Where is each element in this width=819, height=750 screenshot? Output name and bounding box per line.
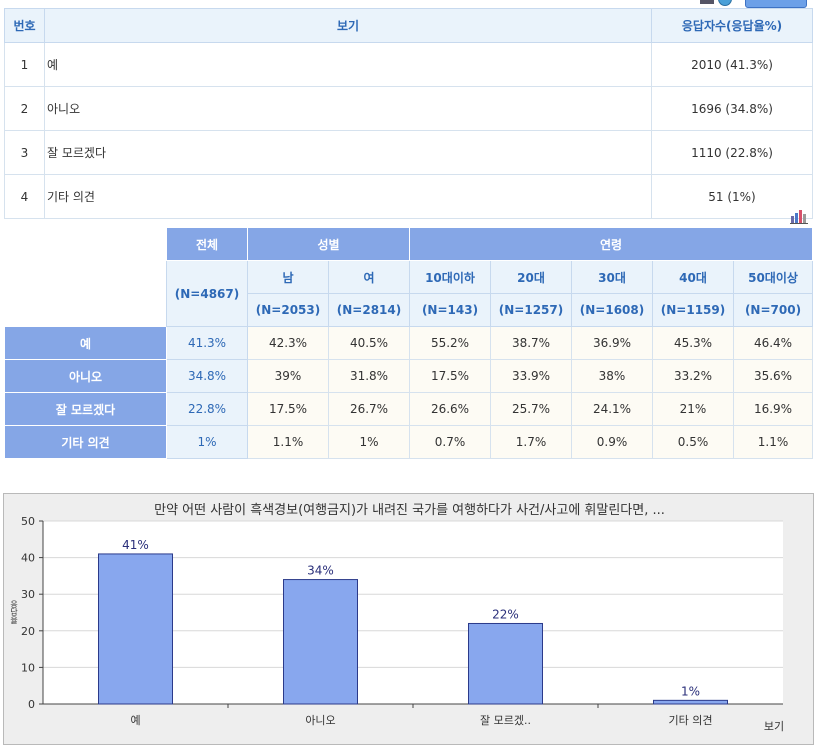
table-row: 2 아니오 1696 (34.8%) bbox=[4, 86, 813, 131]
row-value: 17.5% bbox=[247, 392, 329, 426]
bar bbox=[283, 579, 358, 705]
table-row: 아니오 34.8% 39% 31.8% 17.5% 33.9% 38% 33.2… bbox=[4, 359, 814, 393]
row-value: 39% bbox=[247, 359, 329, 393]
row-value: 1% bbox=[328, 425, 410, 459]
row-value: 42.3% bbox=[247, 326, 329, 360]
x-axis-label: 보기 bbox=[764, 720, 784, 733]
header-respondents: 응답자수(응답율%) bbox=[651, 8, 813, 43]
chart-title: 만약 어떤 사람이 흑색경보(여행금지)가 내려진 국가를 여행하다가 사건/사… bbox=[154, 503, 665, 518]
row-option: 예 bbox=[44, 42, 652, 87]
cross-subheader-row: (N=4867) 남 여 10대이하 20대 30대 40대 50대이상 bbox=[5, 260, 814, 327]
row-label: 기타 의견 bbox=[4, 425, 167, 459]
answer-table-header: 번호 보기 응답자수(응답율%) bbox=[4, 8, 813, 43]
bar bbox=[98, 553, 173, 705]
subheader-n: (N=1159) bbox=[652, 293, 734, 327]
row-value: 1.1% bbox=[247, 425, 329, 459]
subheader-label: 20대 bbox=[490, 260, 572, 294]
subheader-n: (N=1257) bbox=[490, 293, 572, 327]
row-label: 예 bbox=[4, 326, 167, 360]
subheader-label: 30대 bbox=[571, 260, 653, 294]
row-value: 24.1% bbox=[571, 392, 653, 426]
bar-chart-icon[interactable] bbox=[790, 208, 808, 224]
row-option: 기타 의견 bbox=[44, 174, 652, 219]
row-total: 22.8% bbox=[166, 392, 248, 426]
x-tick-label: 기타 의견 bbox=[669, 714, 713, 727]
x-tick-label: 잘 모르겠.. bbox=[480, 714, 531, 727]
row-value: 45.3% bbox=[652, 326, 734, 360]
row-value: 0.5% bbox=[652, 425, 734, 459]
header-option: 보기 bbox=[44, 8, 652, 43]
y-tick-label: 30 bbox=[21, 588, 35, 601]
subheader-n: (N=700) bbox=[732, 293, 814, 327]
row-value: 1.1% bbox=[732, 425, 814, 459]
bar-data-label: 22% bbox=[492, 607, 519, 621]
bar bbox=[468, 622, 543, 705]
row-total: 34.8% bbox=[166, 359, 248, 393]
header-total-n: (N=4867) bbox=[166, 260, 248, 327]
row-value: 0.9% bbox=[571, 425, 653, 459]
table-row: 잘 모르겠다 22.8% 17.5% 26.7% 26.6% 25.7% 24.… bbox=[4, 392, 814, 426]
toolbar-icon[interactable] bbox=[700, 0, 714, 4]
row-value: 33.2% bbox=[652, 359, 734, 393]
table-row: 1 예 2010 (41.3%) bbox=[4, 42, 813, 87]
row-count: 1696 (34.8%) bbox=[651, 86, 813, 131]
x-tick-label: 아니오 bbox=[305, 714, 335, 727]
y-tick-label: 40 bbox=[21, 552, 35, 565]
bar-data-label: 1% bbox=[681, 684, 700, 698]
table-row: 기타 의견 1% 1.1% 1% 0.7% 1.7% 0.9% 0.5% 1.1… bbox=[4, 425, 814, 459]
row-value: 0.7% bbox=[409, 425, 491, 459]
y-axis-label: 응답율 bbox=[9, 600, 18, 624]
table-row: 예 41.3% 42.3% 40.5% 55.2% 38.7% 36.9% 45… bbox=[4, 326, 814, 360]
subheader-n: (N=2053) bbox=[247, 293, 329, 327]
row-value: 21% bbox=[652, 392, 734, 426]
answer-table: 번호 보기 응답자수(응답율%) 1 예 2010 (41.3%) 2 아니오 … bbox=[4, 8, 813, 219]
row-value: 26.7% bbox=[328, 392, 410, 426]
row-value: 16.9% bbox=[732, 392, 814, 426]
row-value: 17.5% bbox=[409, 359, 491, 393]
header-gender: 성별 bbox=[247, 227, 410, 261]
row-no: 4 bbox=[4, 174, 45, 219]
cross-header-row: 전체 성별 연령 bbox=[4, 227, 814, 327]
row-option: 잘 모르겠다 bbox=[44, 130, 652, 175]
y-tick-label: 10 bbox=[21, 661, 35, 674]
row-value: 46.4% bbox=[732, 326, 814, 360]
y-tick-label: 50 bbox=[21, 515, 35, 528]
x-tick-label: 예 bbox=[130, 714, 140, 727]
row-total: 41.3% bbox=[166, 326, 248, 360]
row-total: 1% bbox=[166, 425, 248, 459]
subheader-label: 여 bbox=[328, 260, 410, 294]
subheader-label: 10대이하 bbox=[409, 260, 491, 294]
subheader-label: 50대이상 bbox=[732, 260, 814, 294]
row-count: 51 (1%) bbox=[651, 174, 813, 219]
row-value: 25.7% bbox=[490, 392, 572, 426]
table-row: 3 잘 모르겠다 1110 (22.8%) bbox=[4, 130, 813, 175]
subheader-label: 남 bbox=[247, 260, 329, 294]
row-option: 아니오 bbox=[44, 86, 652, 131]
corner-blank bbox=[4, 227, 167, 327]
row-no: 2 bbox=[4, 86, 45, 131]
cross-table: 전체 성별 연령 (N=4867) 남 여 10대이하 20대 30대 40대 … bbox=[4, 227, 814, 459]
row-value: 31.8% bbox=[328, 359, 410, 393]
row-value: 55.2% bbox=[409, 326, 491, 360]
header-total: 전체 bbox=[166, 227, 248, 261]
row-count: 2010 (41.3%) bbox=[651, 42, 813, 87]
table-row: 4 기타 의견 51 (1%) bbox=[4, 174, 813, 219]
row-value: 1.7% bbox=[490, 425, 572, 459]
subheader-n: (N=143) bbox=[409, 293, 491, 327]
subheader-label: 40대 bbox=[652, 260, 734, 294]
row-value: 26.6% bbox=[409, 392, 491, 426]
toolbar-button[interactable] bbox=[745, 0, 807, 8]
y-tick-label: 20 bbox=[21, 625, 35, 638]
header-age: 연령 bbox=[408, 227, 814, 261]
bar-data-label: 41% bbox=[122, 538, 149, 552]
row-value: 38% bbox=[571, 359, 653, 393]
header-no: 번호 bbox=[4, 8, 45, 43]
row-value: 38.7% bbox=[490, 326, 572, 360]
bar-data-label: 34% bbox=[307, 564, 334, 578]
row-value: 33.9% bbox=[490, 359, 572, 393]
y-tick-label: 0 bbox=[28, 698, 35, 711]
bar bbox=[653, 699, 728, 705]
row-count: 1110 (22.8%) bbox=[651, 130, 813, 175]
